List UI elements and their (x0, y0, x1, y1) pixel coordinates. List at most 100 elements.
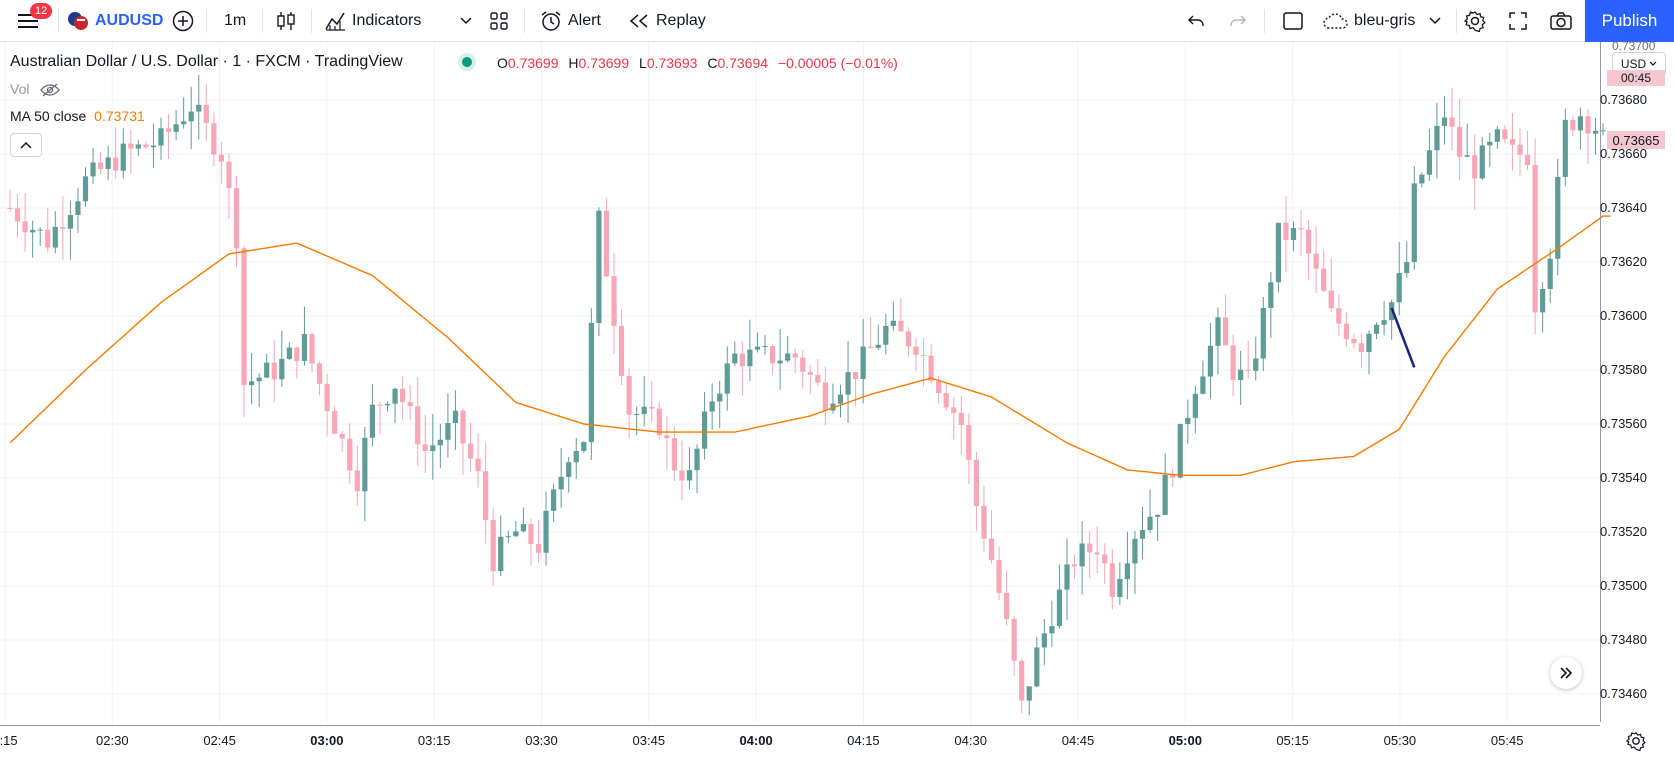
candle-body (128, 143, 134, 149)
indicators-label: Indicators (352, 12, 422, 29)
market-status-dot[interactable] (462, 57, 472, 67)
gear-icon (1625, 732, 1646, 752)
compare-button[interactable] (172, 0, 194, 42)
replay-button[interactable]: Replay (628, 0, 706, 42)
candle-body (890, 320, 896, 326)
price-tick-label: 0.73640 (1600, 200, 1647, 215)
candle-body (732, 353, 738, 364)
symbol-search-button[interactable]: AUDUSD (67, 0, 163, 42)
candle-body (90, 162, 96, 177)
candle-body (860, 346, 866, 379)
redo-button[interactable] (1228, 0, 1248, 42)
candle-body (143, 144, 149, 148)
candle-body (1230, 345, 1236, 380)
close-label: C (707, 55, 718, 71)
candle-body (256, 377, 262, 382)
candle-body (226, 161, 232, 189)
menu-button[interactable] (18, 0, 38, 42)
candle-body (1464, 155, 1470, 157)
indicators-dropdown-button[interactable] (460, 0, 472, 42)
open-label: O (497, 55, 508, 71)
candle-body (1517, 144, 1523, 155)
candle-body (1238, 369, 1244, 380)
grid-layout-icon (490, 12, 508, 30)
candle-body (1396, 273, 1402, 303)
symbol-label: AUDUSD (95, 12, 164, 29)
candle-body (973, 459, 979, 506)
candle-body (815, 374, 821, 383)
candle-body (1434, 125, 1440, 151)
volume-legend[interactable]: Vol (10, 81, 61, 98)
candle-body (1139, 530, 1146, 539)
toolbar-divider (1264, 9, 1265, 33)
rewind-icon (629, 14, 648, 28)
symbol-title[interactable]: Australian Dollar / U.S. Dollar · 1 · FX… (10, 53, 403, 70)
indicators-button[interactable]: Indicators (324, 0, 421, 42)
trend-line-drawing[interactable] (1390, 307, 1416, 368)
collapse-legend-button[interactable] (10, 133, 42, 157)
scroll-to-realtime-button[interactable] (1550, 657, 1582, 689)
time-tick-label: 03:00 (310, 733, 344, 748)
interval-button[interactable]: 1m (224, 0, 246, 42)
candle-body (1321, 268, 1327, 291)
candle-body (1253, 358, 1259, 371)
ma-legend[interactable]: MA 50 close 0.73731 (10, 108, 145, 124)
high-label: H (568, 55, 579, 71)
candle-body (430, 445, 436, 452)
candle-body (1026, 686, 1032, 701)
fullscreen-layout-button[interactable] (1282, 0, 1304, 42)
alert-button[interactable]: Alert (540, 0, 601, 42)
candle-body (1132, 538, 1138, 564)
candle-body (807, 371, 813, 375)
candle-body (1585, 116, 1591, 134)
undo-button[interactable] (1186, 0, 1206, 42)
candle-body (988, 538, 995, 561)
candle-body (958, 412, 964, 426)
change-value: −0.00005 (−0.01%) (777, 55, 898, 71)
candle-body (120, 143, 126, 171)
time-tick-label: 05:00 (1168, 733, 1202, 748)
settings-button[interactable] (1464, 0, 1486, 42)
candle-body (1056, 589, 1063, 627)
candle-body (634, 414, 640, 416)
candle-body (1306, 229, 1312, 254)
candle-body (354, 470, 360, 492)
candle-body (1222, 317, 1229, 346)
price-tick-label: 0.73600 (1600, 308, 1647, 323)
candle-body (437, 439, 443, 446)
candle-body (1524, 154, 1531, 165)
layout-button[interactable] (489, 0, 509, 42)
candle-body (1117, 579, 1123, 598)
candle-body (1532, 164, 1538, 313)
candle-body (717, 393, 723, 402)
candle-body (762, 346, 768, 348)
fullscreen-button[interactable] (1508, 0, 1528, 42)
price-tick-label: 0.73500 (1600, 578, 1647, 593)
candle-body (981, 505, 987, 539)
open-value: 0.73699 (507, 55, 559, 71)
low-label: L (639, 55, 647, 71)
candle-body (573, 450, 579, 463)
price-axis[interactable] (1600, 42, 1674, 722)
candle-body (936, 381, 942, 394)
publish-button[interactable]: Publish (1585, 0, 1674, 42)
screenshot-button[interactable] (1549, 0, 1573, 42)
candle-body (362, 437, 368, 492)
candle-body (754, 346, 761, 350)
theme-button[interactable]: bleu-gris (1322, 0, 1441, 42)
currency-label: USD (1620, 57, 1647, 71)
chart-type-button[interactable] (276, 0, 296, 42)
candle-body (369, 404, 375, 438)
time-tick-label: 04:00 (739, 733, 773, 748)
time-axis-settings-button[interactable] (1625, 731, 1646, 756)
eye-crossed-icon[interactable] (39, 82, 61, 98)
candle-body (60, 226, 66, 229)
candle-body (241, 248, 247, 386)
candle-body (1207, 345, 1214, 377)
candle-body (920, 354, 927, 356)
time-axis-border (0, 725, 1600, 726)
candle-body (543, 510, 549, 553)
candle-body (347, 438, 353, 471)
candle-body (618, 326, 625, 376)
